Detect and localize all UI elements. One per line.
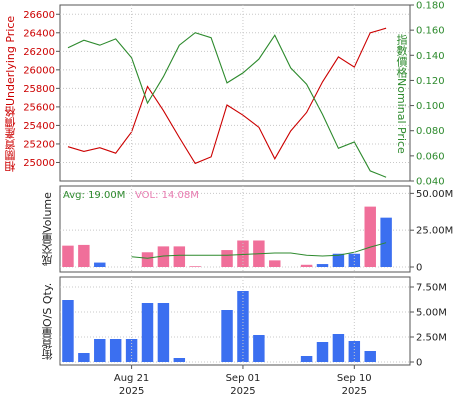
left-tick-label: 25600 [23, 102, 55, 113]
volume-bar [269, 260, 281, 267]
volume-tick-label: 50.00M [416, 189, 453, 200]
price-panel-frame [59, 4, 411, 182]
os-tick-label: 5.00M [416, 308, 447, 319]
os-qty-axis-title: 街貨量O/S Qty. [41, 282, 54, 360]
right-tick-label: 0.080 [416, 126, 445, 137]
underlying-price-line [67, 27, 387, 165]
os-qty-bar [109, 339, 122, 362]
right-tick-label: 0.100 [416, 101, 445, 112]
os-qty-bar [348, 341, 361, 362]
left-tick-label: 25400 [23, 121, 55, 132]
os-qty-bar [78, 353, 90, 362]
os-qty-bar [221, 310, 233, 362]
right-tick-label: 0.140 [416, 51, 445, 62]
volume-bar [141, 252, 154, 267]
volume-bar [173, 246, 186, 267]
volume-bar [62, 245, 74, 267]
right-tick-label: 0.120 [416, 76, 445, 87]
left-tick-label: 26400 [23, 28, 55, 39]
os-qty-bar [157, 303, 170, 362]
os-tick-label: 2.50M [416, 333, 447, 344]
x-tick-label: Sep 01 [226, 373, 261, 384]
os-qty-bar [316, 342, 329, 362]
os-qty-bar [300, 356, 313, 362]
volume-bar [157, 246, 170, 267]
left-tick-label: 26200 [23, 47, 55, 58]
left-tick-label: 26000 [23, 65, 55, 76]
volume-bar [94, 262, 106, 267]
left-tick-label: 25800 [23, 84, 55, 95]
os-qty-bar [62, 300, 74, 362]
os-qty-bar [332, 334, 345, 362]
x-tick-label: Sep 10 [337, 373, 372, 384]
os-qty-bar [125, 339, 138, 362]
left-tick-label: 26600 [23, 10, 55, 21]
volume-bar [300, 264, 313, 267]
nominal-axis-title: 指數價格Nominal Price [395, 34, 408, 154]
volume-bar [364, 206, 376, 267]
x-tick-year-label: 2025 [230, 386, 255, 397]
left-tick-label: 25000 [23, 158, 55, 169]
x-tick-label: Aug 21 [114, 373, 149, 384]
os-qty-bar [94, 339, 106, 362]
volume-bar [316, 264, 329, 267]
volume-axis-title: 成交量Volume [41, 192, 54, 266]
vol-value-label: VOL: 14.08M [135, 190, 199, 201]
volume-tick-label: 25.00M [416, 226, 453, 237]
right-tick-label: 0.180 [416, 1, 445, 12]
underlying-axis-title: 相關資產價格Underlying Price [4, 15, 17, 173]
avg-volume-label: Avg: 19.00M [63, 190, 125, 201]
right-tick-label: 0.060 [416, 151, 445, 162]
os-tick-label: 7.50M [416, 283, 447, 294]
right-tick-label: 0.160 [416, 26, 445, 37]
volume-bar [332, 253, 345, 267]
volume-bar [221, 250, 233, 267]
os-qty-bar [364, 351, 376, 362]
volume-average-line [131, 242, 387, 259]
right-tick-label: 0.040 [416, 177, 445, 188]
left-tick-label: 25200 [23, 139, 55, 150]
os-tick-label: 0 [416, 358, 422, 369]
os-qty-bar [253, 335, 265, 362]
volume-tick-label: 0 [416, 263, 422, 274]
volume-bar [189, 266, 201, 267]
volume-bar [348, 253, 361, 267]
os-qty-bar [237, 291, 249, 362]
nominal-price-line [67, 32, 387, 178]
x-tick-year-label: 2025 [342, 386, 367, 397]
volume-bar [78, 244, 90, 267]
volume-bar [237, 240, 249, 267]
volume-bar [380, 217, 392, 267]
x-tick-year-label: 2025 [119, 386, 144, 397]
os-qty-bar [141, 303, 154, 362]
os-qty-bar [173, 358, 186, 362]
